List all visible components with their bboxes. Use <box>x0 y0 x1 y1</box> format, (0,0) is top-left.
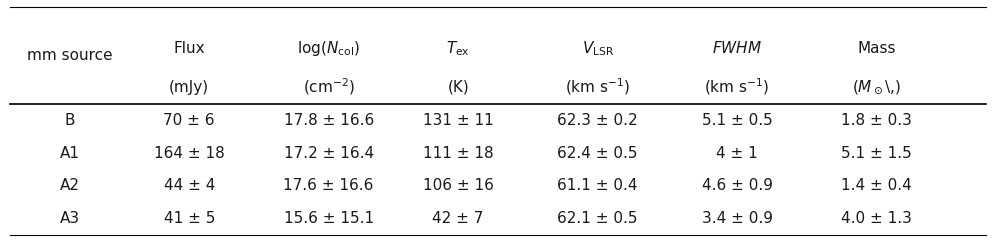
Text: 41 ± 5: 41 ± 5 <box>163 211 215 226</box>
Text: $T_{\rm ex}$: $T_{\rm ex}$ <box>446 39 470 58</box>
Text: 1.8 ± 0.3: 1.8 ± 0.3 <box>841 113 912 128</box>
Text: 61.1 ± 0.4: 61.1 ± 0.4 <box>558 178 637 193</box>
Text: ($M_\odot$\,): ($M_\odot$\,) <box>852 78 901 96</box>
Text: (km s$^{-1}$): (km s$^{-1}$) <box>704 77 770 98</box>
Text: 62.1 ± 0.5: 62.1 ± 0.5 <box>558 211 637 226</box>
Text: 62.3 ± 0.2: 62.3 ± 0.2 <box>558 113 637 128</box>
Text: 17.2 ± 16.4: 17.2 ± 16.4 <box>284 146 374 160</box>
Text: log($N_{\rm col}$): log($N_{\rm col}$) <box>297 39 361 58</box>
Text: 44 ± 4: 44 ± 4 <box>163 178 215 193</box>
Text: B: B <box>65 113 75 128</box>
Text: $V_{\rm LSR}$: $V_{\rm LSR}$ <box>582 39 614 58</box>
Text: 3.4 ± 0.9: 3.4 ± 0.9 <box>701 211 773 226</box>
Text: 131 ± 11: 131 ± 11 <box>422 113 494 128</box>
Text: 164 ± 18: 164 ± 18 <box>153 146 225 160</box>
Text: 106 ± 16: 106 ± 16 <box>422 178 494 193</box>
Text: 4 ± 1: 4 ± 1 <box>716 146 758 160</box>
Text: 62.4 ± 0.5: 62.4 ± 0.5 <box>558 146 637 160</box>
Text: 70 ± 6: 70 ± 6 <box>163 113 215 128</box>
Text: (mJy): (mJy) <box>169 80 209 95</box>
Text: A3: A3 <box>60 211 80 226</box>
Text: Flux: Flux <box>173 41 205 56</box>
Text: 42 ± 7: 42 ± 7 <box>432 211 484 226</box>
Text: 4.0 ± 1.3: 4.0 ± 1.3 <box>841 211 912 226</box>
Text: 17.6 ± 16.6: 17.6 ± 16.6 <box>284 178 374 193</box>
Text: (km s$^{-1}$): (km s$^{-1}$) <box>565 77 630 98</box>
Text: 111 ± 18: 111 ± 18 <box>423 146 493 160</box>
Text: A1: A1 <box>60 146 80 160</box>
Text: A2: A2 <box>60 178 80 193</box>
Text: (K): (K) <box>447 80 469 95</box>
Text: Mass: Mass <box>858 41 895 56</box>
Text: 5.1 ± 1.5: 5.1 ± 1.5 <box>841 146 912 160</box>
Text: $\mathit{FWHM}$: $\mathit{FWHM}$ <box>712 40 762 56</box>
Text: 1.4 ± 0.4: 1.4 ± 0.4 <box>841 178 912 193</box>
Text: 15.6 ± 15.1: 15.6 ± 15.1 <box>284 211 374 226</box>
Text: mm source: mm source <box>27 48 113 63</box>
Text: 17.8 ± 16.6: 17.8 ± 16.6 <box>284 113 374 128</box>
Text: 4.6 ± 0.9: 4.6 ± 0.9 <box>701 178 773 193</box>
Text: 5.1 ± 0.5: 5.1 ± 0.5 <box>701 113 773 128</box>
Text: (cm$^{-2}$): (cm$^{-2}$) <box>303 77 355 98</box>
